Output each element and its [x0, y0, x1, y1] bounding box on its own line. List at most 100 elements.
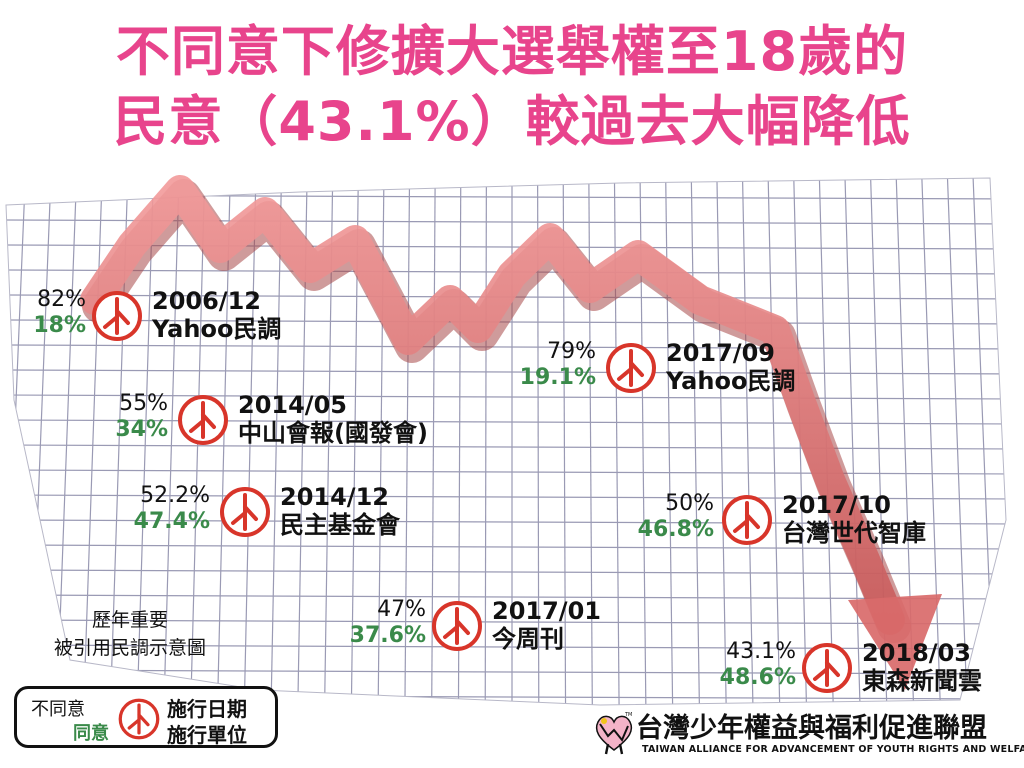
grid-line-vertical [716, 178, 727, 705]
grid-line-vertical [690, 178, 701, 705]
vote-stamp-icon [802, 643, 852, 693]
poll-agree-value: 18% [33, 313, 86, 338]
poll-disagree-value: 52.2% [140, 483, 210, 508]
poll-2018-03: 43.1% 48.6% 2018/03 東森新聞雲 [696, 639, 1016, 709]
poll-date: 2014/05 [238, 391, 347, 419]
poll-disagree-value: 79% [547, 339, 596, 364]
trend-arrow-head [848, 594, 942, 690]
poll-disagree-value: 55% [119, 391, 168, 416]
vote-stamp-icon [92, 291, 142, 341]
poll-disagree-value: 50% [665, 491, 714, 516]
stamp-mark [813, 649, 840, 687]
grid-line-vertical [189, 178, 206, 705]
legend-caption-line-1: 歷年重要 [91, 609, 168, 631]
vote-stamp-icon [432, 601, 482, 651]
legend-caption-line-2: 被引用民調示意圖 [53, 637, 206, 659]
poll-agree-value: 48.6% [719, 665, 796, 690]
organization-name-zh: 台灣少年權益與福利促進聯盟 [636, 713, 987, 744]
stamp-mark [189, 401, 216, 439]
poll-disagree-value: 47% [377, 597, 426, 622]
trend-arrow [80, 175, 905, 635]
legend-box: 不同意 同意 施行日期 施行單位 [14, 686, 278, 748]
grid-line-vertical [793, 178, 808, 705]
poll-2014-05: 55% 34% 2014/05 中山會報(國發會) [70, 391, 490, 461]
title-line-2: 民意（43.1%）較過去大幅降低 [113, 90, 911, 153]
vote-stamp-icon [118, 698, 160, 740]
vote-stamp-icon [220, 487, 270, 537]
grid-line-vertical [997, 178, 1006, 705]
grid-outline [5, 177, 1007, 706]
trademark-mark: TM [624, 712, 632, 718]
grid-line-horizontal [6, 319, 1006, 325]
grid-line-horizontal [6, 394, 1006, 400]
grid-line-horizontal [0, 170, 1024, 174]
grid-line-horizontal [6, 419, 1006, 425]
poll-source: 東森新聞雲 [862, 667, 982, 695]
poll-date: 2017/01 [492, 597, 601, 625]
stamp-mark [617, 349, 644, 387]
vote-stamp-icon [722, 495, 772, 545]
grid-line-vertical [946, 178, 969, 705]
poll-2017-10: 50% 46.8% 2017/10 台灣世代智庫 [614, 491, 994, 561]
stamp-mark [231, 493, 258, 531]
grid-line-vertical [665, 178, 674, 705]
poll-date: 2014/12 [280, 483, 389, 511]
poll-agree-value: 47.4% [133, 509, 210, 534]
poll-agree-value: 37.6% [349, 623, 426, 648]
title-line-1: 不同意下修擴大選舉權至18歲的 [115, 20, 909, 83]
poll-date: 2006/12 [152, 287, 261, 315]
grid-line-vertical [6, 178, 27, 705]
grid-line-vertical [767, 178, 781, 705]
stamp-mark [127, 703, 150, 735]
poll-disagree-value: 82% [37, 287, 86, 312]
grid-line-vertical [163, 178, 180, 705]
grid-line-vertical [844, 178, 861, 705]
stamp-mark [443, 607, 470, 645]
stamp-mark [103, 297, 130, 335]
legend-caption: 歷年重要 被引用民調示意圖 [30, 606, 230, 662]
organization-block: TM 台灣少年權益與福利促進聯盟 TAIWAN ALLIANCE FOR ADV… [592, 706, 1024, 766]
poll-2014-12: 52.2% 47.4% 2014/12 民主基金會 [110, 483, 450, 553]
stamp-mark [733, 501, 760, 539]
poll-source: 民主基金會 [280, 511, 400, 539]
vote-stamp-icon [178, 395, 228, 445]
grid-line-vertical [741, 178, 754, 705]
grid-line-horizontal [6, 344, 1006, 350]
heart-figure-logo-icon: TM [595, 712, 632, 755]
legend-unit-label: 施行單位 [167, 723, 247, 747]
grid-line-horizontal [6, 594, 1006, 600]
poll-disagree-value: 43.1% [726, 639, 796, 664]
grid-line-horizontal [6, 444, 1006, 450]
grid-line-horizontal [6, 369, 1006, 375]
legend-agree-label: 同意 [73, 723, 109, 744]
poll-2017-01: 47% 37.6% 2017/01 今周刊 [326, 597, 646, 667]
grid-line-vertical [921, 178, 942, 705]
grid-line-vertical [243, 178, 257, 705]
poll-date: 2018/03 [862, 639, 971, 667]
grid-line-vertical [484, 178, 487, 705]
grid-line-vertical [404, 178, 411, 705]
poll-source: 今周刊 [492, 625, 564, 653]
grid-line-horizontal [6, 669, 1006, 675]
vote-stamp-icon [606, 343, 656, 393]
poll-source: Yahoo民調 [666, 367, 796, 395]
poll-agree-value: 46.8% [637, 517, 714, 542]
grid-line-horizontal [6, 244, 1006, 250]
poll-date: 2017/10 [782, 491, 891, 519]
organization-name-en: TAIWAN ALLIANCE FOR ADVANCEMENT OF YOUTH… [642, 744, 1024, 755]
legend-date-label: 施行日期 [167, 697, 247, 721]
poll-agree-value: 34% [115, 417, 168, 442]
poll-source: 台灣世代智庫 [782, 519, 926, 547]
poll-source: 中山會報(國發會) [238, 419, 428, 447]
poll-2017-09: 79% 19.1% 2017/09 Yahoo民調 [496, 339, 836, 409]
grid-line-horizontal [6, 619, 1006, 625]
poll-source: Yahoo民調 [152, 315, 282, 343]
grid-line-horizontal [6, 644, 1006, 650]
poll-2006-12: 82% 18% 2006/12 Yahoo民調 [0, 287, 320, 357]
grid-line-horizontal [6, 469, 1006, 475]
grid-line-horizontal [6, 569, 1006, 575]
grid-line-vertical [270, 178, 283, 705]
poll-date: 2017/09 [666, 339, 775, 367]
